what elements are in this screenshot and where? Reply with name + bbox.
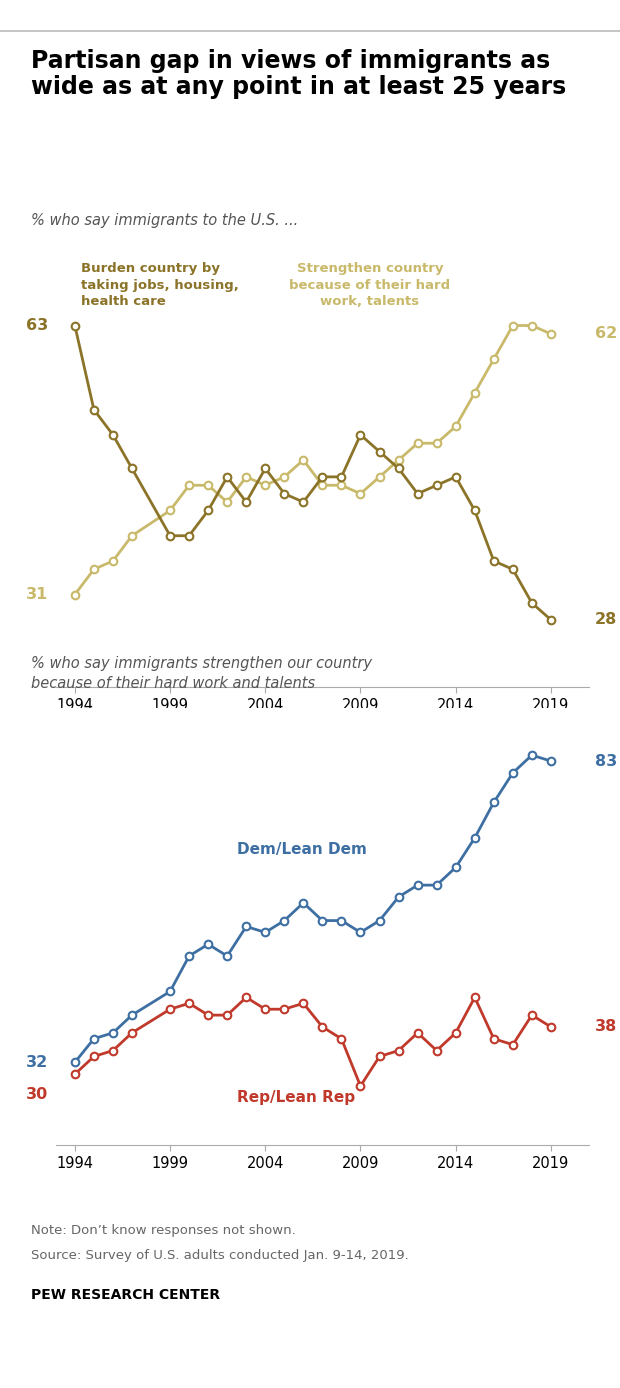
Text: 62: 62 — [595, 326, 617, 341]
Text: % who say immigrants strengthen our country
because of their hard work and talen: % who say immigrants strengthen our coun… — [31, 657, 372, 691]
Text: Dem/Lean Dem: Dem/Lean Dem — [237, 843, 366, 858]
Text: Source: Survey of U.S. adults conducted Jan. 9-14, 2019.: Source: Survey of U.S. adults conducted … — [31, 1249, 409, 1262]
Text: 38: 38 — [595, 1019, 617, 1034]
Text: PEW RESEARCH CENTER: PEW RESEARCH CENTER — [31, 1288, 220, 1302]
Text: Strengthen country
because of their hard
work, talents: Strengthen country because of their hard… — [290, 262, 451, 308]
Text: 31: 31 — [26, 587, 48, 602]
Text: Burden country by
taking jobs, housing,
health care: Burden country by taking jobs, housing, … — [81, 262, 239, 308]
Text: 28: 28 — [595, 612, 617, 627]
Text: 83: 83 — [595, 754, 617, 769]
Text: % who say immigrants to the U.S. ...: % who say immigrants to the U.S. ... — [31, 212, 298, 228]
Text: 30: 30 — [26, 1087, 48, 1102]
Text: 63: 63 — [26, 318, 48, 333]
Text: Note: Don’t know responses not shown.: Note: Don’t know responses not shown. — [31, 1224, 296, 1237]
Text: 32: 32 — [26, 1055, 48, 1070]
Text: Partisan gap in views of immigrants as
wide as at any point in at least 25 years: Partisan gap in views of immigrants as w… — [31, 49, 566, 100]
Text: Rep/Lean Rep: Rep/Lean Rep — [237, 1091, 355, 1105]
